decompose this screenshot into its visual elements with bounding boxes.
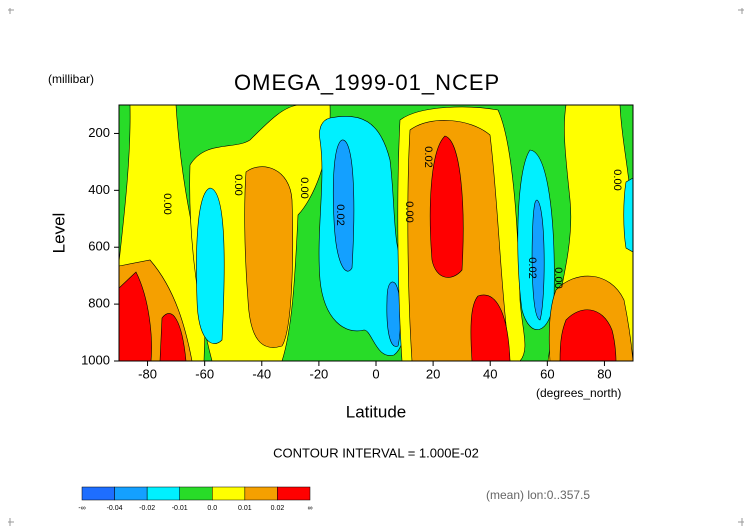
x-tick-label: 20 — [426, 366, 440, 381]
region — [470, 294, 511, 361]
colorbar-label: -0.02 — [139, 505, 155, 512]
region — [244, 166, 293, 348]
contour-label: 0.02 — [334, 204, 346, 225]
contour-label: 0.00 — [552, 267, 564, 288]
y-axis-label: Level — [49, 213, 68, 254]
region — [429, 135, 464, 278]
x-axis-label: Latitude — [346, 402, 407, 421]
region — [332, 139, 355, 272]
colorbar-label: 0.01 — [238, 505, 252, 512]
colorbar-label: -0.01 — [172, 505, 188, 512]
contour-label: 0.00 — [232, 174, 244, 195]
y-unit: (millibar) — [48, 72, 94, 86]
region — [531, 199, 545, 321]
contour-interval: CONTOUR INTERVAL = 1.000E-02 — [273, 445, 479, 460]
colorbar-label: 0.0 — [207, 505, 217, 512]
colorbar-swatch — [277, 486, 311, 501]
y-tick-label: 800 — [88, 296, 110, 311]
colorbar-label: -∞ — [78, 505, 85, 512]
contour-label: 0.00 — [611, 169, 623, 190]
x-tick-label: 40 — [483, 366, 497, 381]
contour-label: 0.02 — [526, 257, 538, 278]
x-tick-label: 60 — [540, 366, 554, 381]
y-tick-label: 400 — [88, 182, 110, 197]
colorbar-swatch — [179, 486, 213, 501]
x-tick-label: 80 — [597, 366, 611, 381]
colorbar-label: ∞ — [308, 505, 313, 512]
y-tick-label: 1000 — [81, 352, 110, 367]
x-unit: (degrees_north) — [536, 386, 621, 400]
colorbar-swatch — [114, 486, 148, 501]
x-tick-label: -40 — [252, 366, 271, 381]
colorbar-swatch — [244, 486, 278, 501]
region — [559, 309, 617, 361]
x-tick-label: -20 — [309, 366, 328, 381]
x-tick-label: -80 — [138, 366, 157, 381]
colorbar-swatch — [212, 486, 246, 501]
region — [623, 177, 633, 253]
colorbar-label: 0.02 — [271, 505, 285, 512]
footnote: (mean) lon:0..357.5 — [486, 488, 590, 502]
y-tick-label: 200 — [88, 125, 110, 140]
x-tick-label: -60 — [195, 366, 214, 381]
chart-title: OMEGA_1999-01_NCEP — [234, 70, 500, 95]
region — [196, 187, 225, 344]
contour-label: 0.00 — [403, 201, 415, 222]
colorbar-swatch — [81, 486, 115, 501]
contour-label: 0.00 — [161, 193, 173, 214]
x-tick-label: 0 — [372, 366, 379, 381]
colorbar-label: -0.04 — [107, 505, 123, 512]
contour-label: 0.00 — [298, 177, 310, 198]
colorbar-swatch — [146, 486, 180, 501]
contour-label: 0.02 — [422, 146, 434, 167]
contour-field — [119, 105, 633, 361]
y-tick-label: 600 — [88, 239, 110, 254]
